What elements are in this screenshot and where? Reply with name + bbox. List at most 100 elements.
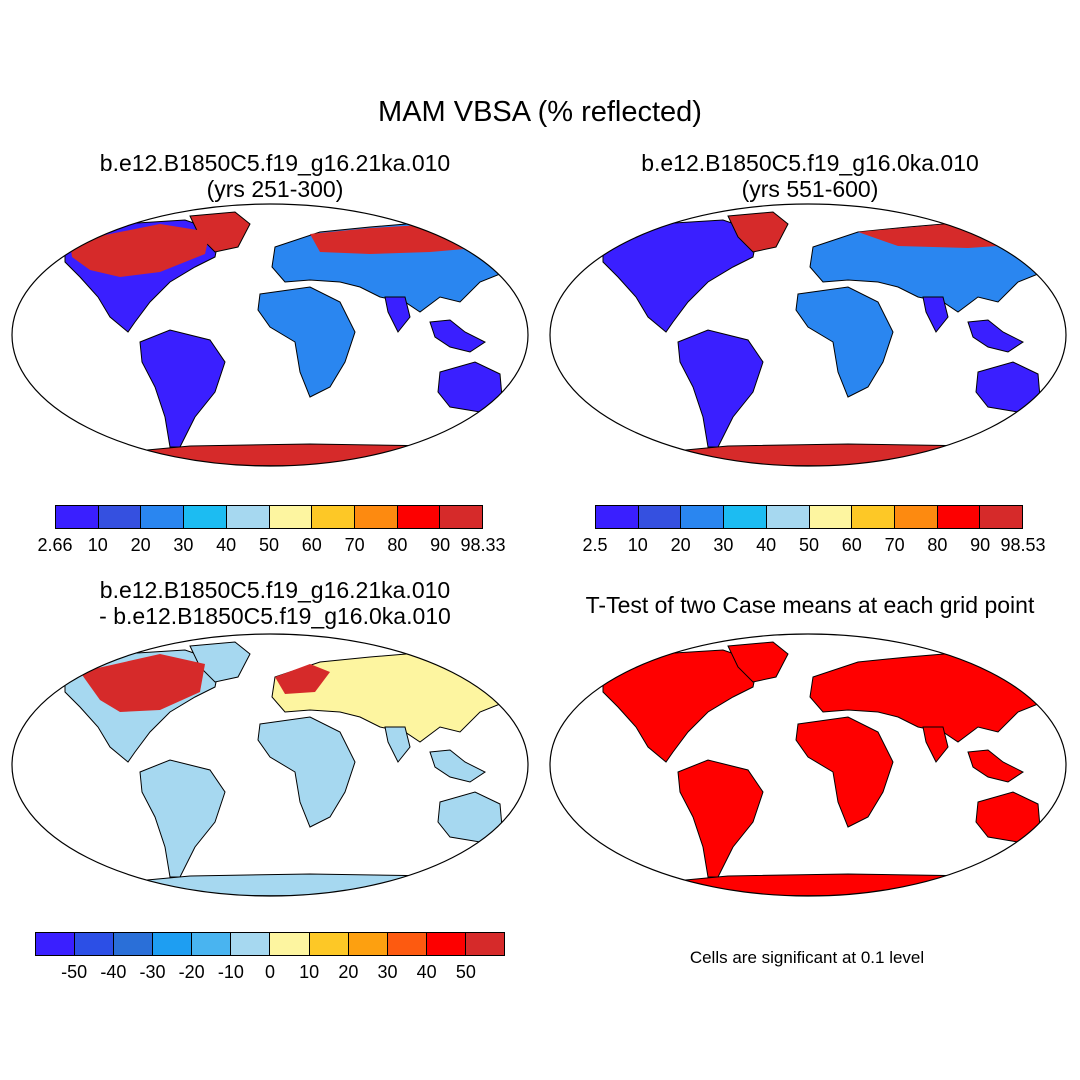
colorbar-swatch [270, 933, 310, 955]
colorbar-swatch [192, 933, 232, 955]
land-seasia [967, 749, 1024, 783]
colorbar-swatch [638, 506, 682, 528]
colorbar-case2 [595, 505, 1023, 529]
colorbar-swatch [809, 506, 853, 528]
figure-title: MAM VBSA (% reflected) [378, 96, 702, 128]
colorbar-swatch [387, 933, 427, 955]
colorbar-swatch [75, 933, 115, 955]
map-outline [11, 203, 529, 467]
colorbar-tick-label: 2.5 [582, 535, 608, 555]
land-africa [257, 716, 356, 828]
colorbar-swatch [98, 506, 142, 528]
panel-title-case1-line1: b.e12.B1850C5.f19_g16.21ka.010 [99, 150, 451, 176]
colorbar-tick-label: 60 [841, 535, 862, 555]
colorbar-tick-label: 98.53 [1000, 535, 1046, 555]
colorbar-tick-label: -40 [100, 962, 127, 982]
colorbar-tick-label: 10 [627, 535, 648, 555]
colorbar-tick-label: 50 [798, 535, 820, 555]
colorbar-swatch [397, 506, 441, 528]
colorbar-swatch [312, 506, 355, 528]
colorbar-case1-labels: 2.66 10 20 30 40 50 60 70 80 90 98.33 [37, 535, 505, 557]
significance-note: Cells are significant at 0.1 level [689, 948, 925, 967]
colorbar-tick-label: 0 [264, 962, 276, 982]
colorbar-swatch [426, 933, 466, 955]
map-case2 [549, 203, 1067, 467]
colorbar-swatch [937, 506, 981, 528]
colorbar-tick-label: 20 [338, 962, 359, 982]
colorbar-tick-label: 30 [713, 535, 734, 555]
land-samerica [677, 329, 764, 448]
colorbar-swatch [184, 506, 227, 528]
land-india [922, 296, 949, 333]
colorbar-diff [35, 932, 505, 956]
colorbar-swatch [440, 506, 483, 528]
colorbar-swatch [309, 933, 349, 955]
colorbar-swatch [980, 506, 1023, 528]
colorbar-swatch [269, 506, 313, 528]
colorbar-tick-label: -10 [217, 962, 244, 982]
colorbar-tick-label: 70 [344, 535, 365, 555]
land-india [922, 726, 949, 763]
colorbar-tick-label: 20 [130, 535, 151, 555]
land-seasia [429, 749, 486, 783]
panel-title-diff: b.e12.B1850C5.f19_g16.21ka.010 - b.e12.B… [40, 577, 510, 629]
panel-title-ttest: T-Test of two Case means at each grid po… [550, 592, 1070, 618]
colorbar-tick-label: 60 [301, 535, 322, 555]
colorbar-tick-label: 30 [377, 962, 398, 982]
map-ttest [549, 633, 1067, 897]
colorbar-swatch [36, 933, 76, 955]
colorbar-swatch [348, 933, 388, 955]
map-outline [549, 633, 1067, 897]
map-outline [11, 633, 529, 897]
colorbar-tick-label: 90 [970, 535, 991, 555]
colorbar-tick-label: 2.66 [37, 535, 73, 555]
colorbar-tick-label: 30 [173, 535, 194, 555]
colorbar-tick-label: -30 [139, 962, 166, 982]
panel-title-case1: b.e12.B1850C5.f19_g16.21ka.010 (yrs 251-… [40, 150, 510, 202]
colorbar-swatch [141, 506, 185, 528]
colorbar-case1 [55, 505, 483, 529]
land-samerica [677, 759, 764, 878]
colorbar-swatch [681, 506, 725, 528]
colorbar-swatch [231, 933, 271, 955]
panel-title-case2-line1: b.e12.B1850C5.f19_g16.0ka.010 [641, 150, 979, 176]
land-india [384, 726, 411, 763]
land-greenland [727, 211, 789, 253]
colorbar-tick-label: 40 [216, 535, 237, 555]
panel-title-diff-line2: - b.e12.B1850C5.f19_g16.0ka.010 [99, 603, 451, 629]
land-samerica [139, 329, 226, 448]
high-latitude-band [70, 224, 210, 277]
panel-title-case2: b.e12.B1850C5.f19_g16.0ka.010 (yrs 551-6… [575, 150, 1045, 202]
anomaly-region [275, 664, 330, 694]
colorbar-diff-labels: -50 -40 -30 -20 -10 0 10 20 30 40 50 [35, 962, 505, 984]
colorbar-tick-label: -20 [178, 962, 205, 982]
land-greenland [727, 641, 789, 683]
colorbar-tick-label: 80 [927, 535, 948, 555]
colorbar-tick-label: 40 [416, 962, 437, 982]
anomaly-region [80, 654, 205, 712]
colorbar-tick-label: 40 [756, 535, 777, 555]
colorbar-swatch [852, 506, 895, 528]
colorbar-swatch [596, 506, 639, 528]
panel-title-diff-line1: b.e12.B1850C5.f19_g16.21ka.010 [99, 577, 451, 603]
colorbar-case2-labels: 2.5 10 20 30 40 50 60 70 80 90 98.53 [582, 535, 1045, 557]
colorbar-tick-label: 50 [455, 962, 476, 982]
colorbar-swatch [153, 933, 193, 955]
colorbar-swatch [465, 933, 504, 955]
colorbar-tick-label: 50 [258, 535, 280, 555]
colorbar-swatch [894, 506, 938, 528]
colorbar-tick-label: 90 [430, 535, 451, 555]
land-africa [795, 286, 894, 398]
map-case1 [11, 203, 529, 467]
colorbar-tick-label: 70 [884, 535, 905, 555]
colorbar-tick-label: 20 [670, 535, 691, 555]
colorbar-swatch [354, 506, 398, 528]
colorbar-swatch [766, 506, 810, 528]
colorbar-swatch [114, 933, 154, 955]
land-india [384, 296, 411, 333]
map-outline [549, 203, 1067, 467]
colorbar-swatch [226, 506, 270, 528]
colorbar-tick-label: 80 [387, 535, 408, 555]
colorbar-tick-label: 10 [299, 962, 320, 982]
colorbar-tick-label: -50 [61, 962, 88, 982]
